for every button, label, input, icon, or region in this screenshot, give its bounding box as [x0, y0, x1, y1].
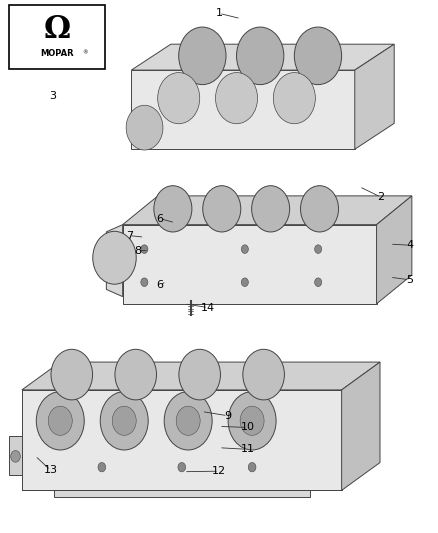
Polygon shape [131, 70, 355, 149]
Text: 12: 12 [212, 466, 226, 476]
Circle shape [178, 463, 186, 472]
Circle shape [93, 231, 136, 284]
Circle shape [241, 278, 248, 287]
Circle shape [248, 463, 256, 472]
Text: 13: 13 [43, 465, 57, 475]
Circle shape [164, 392, 212, 450]
Text: Ω: Ω [43, 14, 71, 45]
Text: 10: 10 [240, 423, 254, 432]
Circle shape [158, 72, 200, 124]
Circle shape [314, 245, 321, 253]
Circle shape [141, 245, 148, 253]
Circle shape [228, 392, 276, 450]
Circle shape [243, 349, 284, 400]
Polygon shape [22, 390, 342, 490]
Circle shape [314, 278, 321, 287]
Circle shape [203, 185, 241, 232]
Circle shape [273, 72, 315, 124]
Text: 1: 1 [215, 8, 223, 18]
Polygon shape [123, 196, 412, 225]
Text: 14: 14 [201, 303, 215, 312]
Circle shape [241, 245, 248, 253]
Text: 6: 6 [156, 214, 163, 223]
Circle shape [11, 450, 20, 462]
Polygon shape [342, 362, 380, 490]
Circle shape [115, 349, 156, 400]
Text: 9: 9 [224, 411, 231, 421]
Circle shape [98, 463, 106, 472]
Circle shape [251, 185, 290, 232]
Polygon shape [9, 436, 22, 475]
Circle shape [141, 278, 148, 287]
Polygon shape [54, 490, 310, 497]
Circle shape [100, 392, 148, 450]
Text: 2: 2 [378, 192, 385, 202]
Polygon shape [377, 196, 412, 304]
Text: ®: ® [83, 51, 88, 56]
Circle shape [112, 406, 136, 435]
Text: 11: 11 [240, 445, 254, 454]
Circle shape [237, 27, 284, 85]
Text: MOPAR: MOPAR [40, 49, 74, 58]
Text: 8: 8 [134, 246, 141, 255]
Circle shape [240, 406, 264, 435]
Circle shape [154, 185, 192, 232]
Text: 6: 6 [156, 280, 163, 290]
Polygon shape [131, 44, 394, 70]
Circle shape [179, 27, 226, 85]
Text: 3: 3 [49, 91, 56, 101]
Polygon shape [123, 225, 377, 304]
Polygon shape [355, 44, 394, 149]
Circle shape [36, 392, 84, 450]
Circle shape [294, 27, 342, 85]
Circle shape [126, 105, 163, 150]
Circle shape [48, 406, 72, 435]
Circle shape [179, 349, 220, 400]
Polygon shape [22, 362, 380, 390]
Circle shape [176, 406, 200, 435]
Text: 7: 7 [126, 231, 133, 240]
Polygon shape [106, 225, 123, 296]
Bar [9, 5, 105, 69]
Text: 5: 5 [406, 275, 413, 285]
Circle shape [51, 349, 92, 400]
Text: 4: 4 [406, 240, 413, 250]
Circle shape [215, 72, 258, 124]
Circle shape [300, 185, 339, 232]
